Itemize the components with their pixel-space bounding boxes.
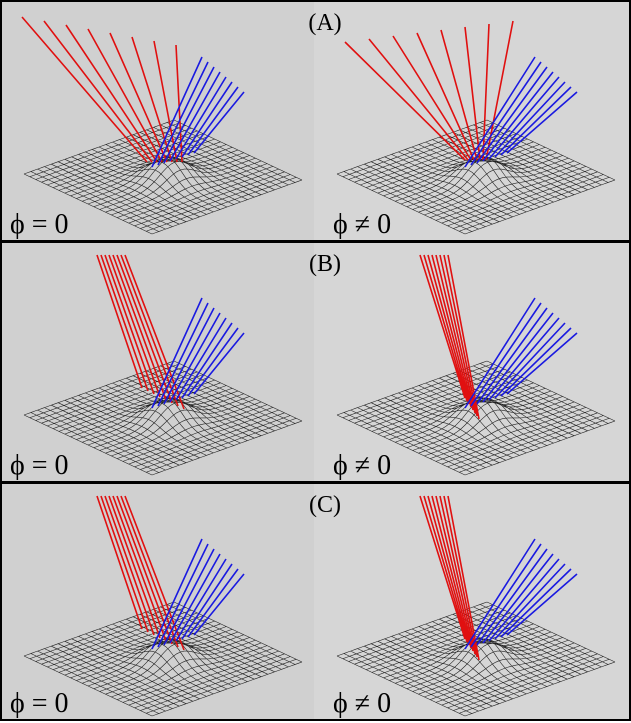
panel-label: (C) bbox=[309, 492, 341, 518]
left-label: ϕ = 0 bbox=[10, 209, 69, 240]
panel-label: (B) bbox=[309, 251, 341, 277]
right-label: ϕ ≠ 0 bbox=[333, 688, 391, 719]
panel: (A) ϕ = 0 ϕ ≠ 0 bbox=[1, 1, 630, 241]
panel: (C) ϕ = 0 ϕ ≠ 0 bbox=[1, 483, 630, 720]
right-label: ϕ ≠ 0 bbox=[333, 450, 391, 481]
left-label: ϕ = 0 bbox=[10, 688, 69, 719]
panel-label: (A) bbox=[308, 10, 341, 36]
figure: (A) ϕ = 0 ϕ ≠ 0 (B) ϕ = 0 ϕ ≠ 0 (C) ϕ = 0 ϕ ≠ 0 bbox=[0, 0, 631, 723]
left-label: ϕ = 0 bbox=[10, 450, 69, 481]
panel: (B) ϕ = 0 ϕ ≠ 0 bbox=[1, 242, 630, 482]
right-label: ϕ ≠ 0 bbox=[333, 209, 391, 240]
